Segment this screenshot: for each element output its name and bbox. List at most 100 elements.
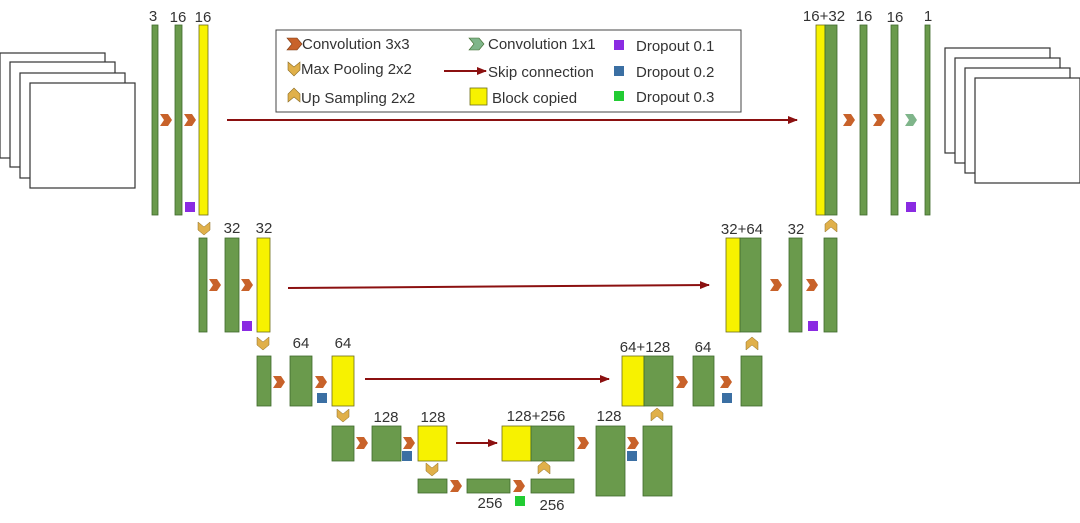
conv3x3-arrow-icon	[873, 114, 885, 126]
channel-label: 16	[195, 9, 212, 26]
dropout-marker	[515, 496, 525, 506]
channel-label: 128	[373, 409, 398, 426]
channel-label: 64+128	[620, 339, 670, 356]
legend-maxpool-label: Max Pooling 2x2	[301, 61, 412, 78]
copied-block	[501, 425, 532, 462]
channel-label: 64	[695, 339, 712, 356]
legend-maxpool-icon	[287, 61, 301, 77]
conv3x3-arrow-icon	[720, 376, 732, 388]
legend-dropout3-label: Dropout 0.3	[636, 89, 714, 106]
feature-map-block	[530, 425, 575, 462]
legend-conv3x3-label: Convolution 3x3	[302, 36, 410, 53]
legend-dropout2-icon	[614, 66, 624, 76]
copied-block	[256, 237, 271, 333]
conv1x1-arrow-icon	[905, 114, 917, 126]
channel-label: 32	[788, 221, 805, 238]
feature-map-block	[859, 24, 868, 216]
conv3x3-arrow-icon	[241, 279, 253, 291]
dropout-marker	[317, 393, 327, 403]
conv3x3-arrow-icon	[450, 480, 462, 492]
legend-conv1x1-icon	[468, 37, 485, 51]
legend-upsample-label: Up Sampling 2x2	[301, 90, 415, 107]
conv3x3-arrow-icon	[315, 376, 327, 388]
channel-label: 128	[596, 408, 621, 425]
copied-block	[725, 237, 741, 333]
feature-map-block	[417, 478, 448, 494]
copied-block	[331, 355, 355, 407]
output-image-stack-icon	[944, 47, 1080, 184]
decoder-level-3: 64+128 64	[620, 336, 763, 407]
feature-map-block	[151, 24, 159, 216]
copied-block	[198, 24, 209, 216]
conv3x3-arrow-icon	[676, 376, 688, 388]
feature-map-block	[643, 355, 674, 407]
feature-map-block	[595, 425, 626, 497]
decoder-level-2: 32+64 32	[721, 218, 838, 333]
feature-map-block	[739, 237, 762, 333]
channel-label: 256	[477, 495, 502, 512]
channel-label: 16+32	[803, 8, 845, 25]
conv3x3-arrow-icon	[577, 437, 589, 449]
copied-block	[815, 24, 826, 216]
channel-label: 128	[420, 409, 445, 426]
feature-map-block	[289, 355, 313, 407]
feature-map-block	[788, 237, 803, 333]
conv3x3-arrow-icon	[273, 376, 285, 388]
channel-label: 32	[224, 220, 241, 237]
channel-label: 16	[170, 9, 187, 26]
channel-label: 3	[149, 8, 157, 25]
feature-map-block	[530, 478, 575, 494]
upsample-arrow-icon	[745, 336, 759, 351]
channel-label: 256	[539, 497, 564, 514]
dropout-marker	[906, 202, 916, 212]
conv3x3-arrow-icon	[356, 437, 368, 449]
feature-map-block	[224, 237, 240, 333]
feature-map-block	[331, 425, 355, 462]
dropout-marker	[808, 321, 818, 331]
maxpool-arrow-icon	[256, 336, 270, 351]
feature-map-block	[642, 425, 673, 497]
legend-dropout1-label: Dropout 0.1	[636, 38, 714, 55]
dropout-marker	[627, 451, 637, 461]
dropout-marker	[242, 321, 252, 331]
conv3x3-arrow-icon	[513, 480, 525, 492]
skip-connections	[227, 116, 798, 447]
dropout-marker	[402, 451, 412, 461]
legend-copied-icon	[469, 87, 488, 106]
feature-map-block	[823, 237, 838, 333]
conv3x3-arrow-icon	[770, 279, 782, 291]
feature-map-block	[890, 24, 899, 216]
legend-upsample-icon	[287, 87, 301, 103]
upsample-arrow-icon	[650, 407, 664, 422]
input-image-stack-icon	[0, 52, 136, 189]
maxpool-arrow-icon	[336, 408, 350, 423]
decoder-level-4: 128+256 128	[501, 407, 673, 497]
channel-label: 1	[924, 8, 932, 25]
legend-dropout2-label: Dropout 0.2	[636, 64, 714, 81]
conv3x3-arrow-icon	[843, 114, 855, 126]
channel-label: 64	[293, 335, 310, 352]
dropout-marker	[185, 202, 195, 212]
encoder-level-4: 128 128	[331, 409, 448, 477]
maxpool-arrow-icon	[197, 221, 211, 236]
channel-label: 128+256	[507, 408, 566, 425]
legend-conv3x3-icon	[286, 37, 303, 51]
conv3x3-arrow-icon	[627, 437, 639, 449]
feature-map-block	[824, 24, 838, 216]
conv3x3-arrow-icon	[160, 114, 172, 126]
feature-map-block	[740, 355, 763, 407]
legend-conv1x1-label: Convolution 1x1	[488, 36, 596, 53]
decoder-level-1: 16+32 16 16 1	[803, 8, 932, 216]
conv3x3-arrow-icon	[806, 279, 818, 291]
copied-block	[417, 425, 448, 462]
feature-map-block	[198, 237, 208, 333]
conv3x3-arrow-icon	[209, 279, 221, 291]
channel-label: 32	[256, 220, 273, 237]
encoder-level-2: 32 32	[198, 220, 273, 351]
feature-map-block	[466, 478, 511, 494]
channel-label: 64	[335, 335, 352, 352]
channel-label: 16	[856, 8, 873, 25]
channel-label: 32+64	[721, 221, 763, 238]
conv3x3-arrow-icon	[184, 114, 196, 126]
